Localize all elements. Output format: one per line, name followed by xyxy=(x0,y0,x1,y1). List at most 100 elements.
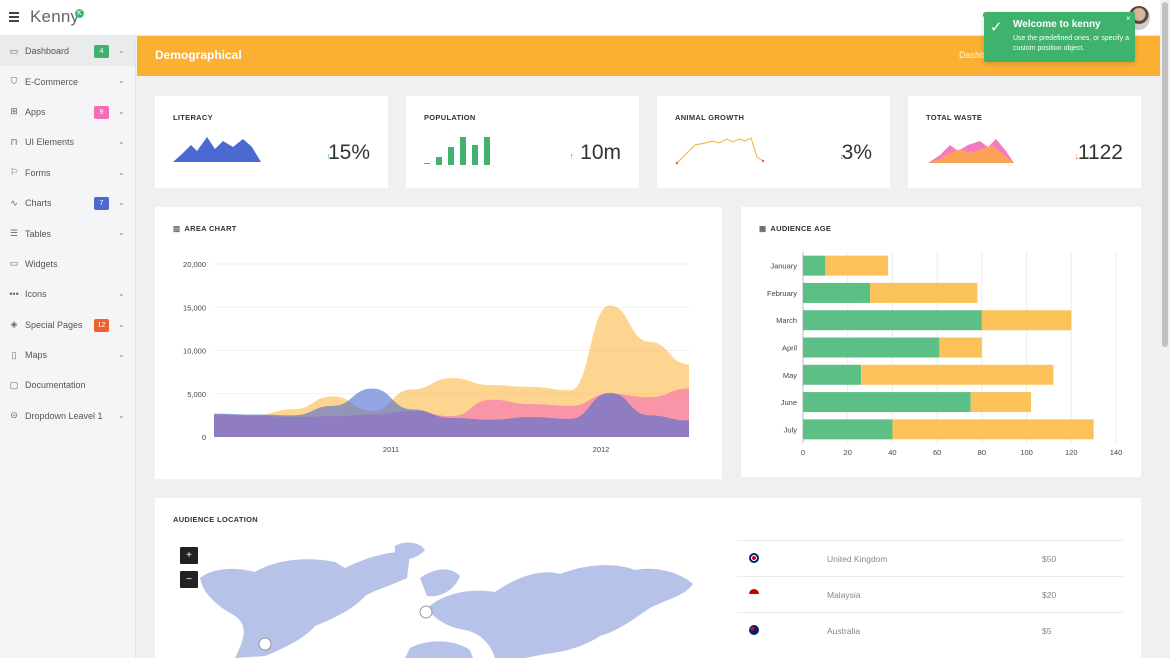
location-amount: $20 xyxy=(1042,590,1057,600)
area-chart: 0 5,000 10,000 15,000 20,000 2011 2012 xyxy=(183,260,689,454)
stat-card-population: POPULATION ↑ 10m xyxy=(406,96,639,188)
sidebar-item-maps[interactable]: ▯ Maps ⌄ xyxy=(0,340,135,370)
page-title: Demographical xyxy=(155,48,242,62)
chevron-down-icon: ⌄ xyxy=(118,46,125,55)
bar-chart-icon: ▦ xyxy=(759,224,767,233)
stat-value: 1122 xyxy=(1077,141,1123,164)
category-label: March xyxy=(776,316,797,325)
bar-january-series-0 xyxy=(803,255,826,276)
bar-april-series-1 xyxy=(939,337,982,358)
count-badge: 7 xyxy=(94,196,109,210)
sidebar-item-label: Tables xyxy=(25,228,52,239)
sidebar-item-icons[interactable]: ••• Icons ⌄ xyxy=(0,279,135,309)
chart-line-icon: ∿ xyxy=(10,197,18,208)
sidebar-item-label: E-Commerce xyxy=(25,76,79,87)
x-tick-label: 100 xyxy=(1020,448,1033,457)
category-label: July xyxy=(784,425,798,434)
population-sparkline xyxy=(424,137,490,165)
brand-logo[interactable]: Kenny xyxy=(30,7,80,26)
x-tick-label: 20 xyxy=(844,448,852,457)
sidebar-item-label: Icons xyxy=(25,289,47,300)
sidebar-item-tables[interactable]: ☰ Tables ⌄ xyxy=(0,218,135,248)
breadcrumb-start[interactable]: Dashb xyxy=(959,50,986,60)
list-icon: ☰ xyxy=(9,228,19,239)
category-label: January xyxy=(770,262,797,271)
close-icon[interactable]: × xyxy=(1126,14,1131,23)
chevron-down-icon: ⌄ xyxy=(118,319,125,329)
audience-age-title: ▦ AUDIENCE AGE xyxy=(759,224,832,233)
y-tick-label: 20,000 xyxy=(183,260,206,269)
location-country: Malaysia xyxy=(827,590,861,600)
sidebar-item-special-pages[interactable]: ◈ Special Pages 12 ⌄ xyxy=(0,310,135,340)
chevron-down-icon: ⌄ xyxy=(118,106,125,116)
y-tick-label: 0 xyxy=(202,433,206,442)
category-label: June xyxy=(781,398,797,407)
total-waste-sparkline xyxy=(928,139,1014,163)
bar-february-series-0 xyxy=(803,282,871,303)
sidebar-item-apps[interactable]: ⊞ Apps 9 ⌄ xyxy=(0,97,135,127)
bar-march-series-0 xyxy=(803,310,982,331)
book-icon: ▥ xyxy=(173,224,181,233)
map-zoom-in-button[interactable]: + xyxy=(180,547,198,564)
stat-label: ANIMAL GROWTH xyxy=(675,113,745,122)
sidebar-item-label: Apps xyxy=(25,106,46,117)
sidebar-item-dashboard[interactable]: ▭ Dashboard 4 ⌄ xyxy=(0,36,135,67)
page-scrollbar[interactable] xyxy=(1160,0,1170,658)
bar-april-series-0 xyxy=(803,337,940,358)
chevron-down-icon: ⌄ xyxy=(118,137,125,147)
chevron-down-icon: ⌄ xyxy=(118,76,125,86)
location-row[interactable]: Australia $5 xyxy=(737,612,1123,648)
y-tick-label: 10,000 xyxy=(183,347,206,356)
audience-location-title: AUDIENCE LOCATION xyxy=(173,515,258,524)
world-map[interactable] xyxy=(195,538,695,658)
sidebar-item-widgets[interactable]: ▭ Widgets xyxy=(0,249,135,279)
chevron-down-icon: ⌄ xyxy=(118,167,125,177)
sidebar-item-label: UI Elements xyxy=(25,137,75,148)
literacy-sparkline xyxy=(173,137,261,162)
bar-march-series-1 xyxy=(981,310,1072,331)
location-row[interactable]: Malaysia $20 xyxy=(737,576,1123,612)
location-row[interactable]: United Kingdom $50 xyxy=(737,540,1123,576)
toast-title: Welcome to kenny xyxy=(1013,19,1101,30)
sidebar-item-label: Forms xyxy=(25,167,51,178)
x-tick-label: 2012 xyxy=(593,445,610,454)
chevron-down-icon: ⌄ xyxy=(118,289,125,299)
map-zoom-out-button[interactable]: − xyxy=(180,571,198,588)
stat-card-total-waste: TOTAL WASTE ↓ 1122 xyxy=(908,96,1141,188)
area-chart-panel: ▥ AREA CHART 0 5,000 10,000 15,000 20,000 2011… xyxy=(155,207,722,479)
sidebar-item-label: Widgets xyxy=(25,258,58,269)
stat-card-animal-growth: ANIMAL GROWTH ↓ 3% xyxy=(657,96,890,188)
area-chart-title: ▥ AREA CHART xyxy=(173,224,237,233)
top-bar: Kenny K xyxy=(0,0,1160,36)
animal-growth-sparkline xyxy=(675,137,765,165)
category-label: April xyxy=(782,344,797,353)
audience-age-chart: 0 20 40 60 80 100 120 140 January February March Ap… xyxy=(767,252,1122,457)
stat-value: 3% xyxy=(841,141,872,164)
sidebar-item-charts[interactable]: ∿ Charts 7 ⌄ xyxy=(0,188,135,218)
sidebar-item-documentation[interactable]: ▢ Documentation xyxy=(0,370,135,400)
sidebar-item-forms[interactable]: ⚐ Forms ⌄ xyxy=(0,158,135,188)
trend-down-icon: ↓ xyxy=(1074,151,1080,161)
brand-mark-icon: K xyxy=(75,9,84,18)
dashboard-icon: ▭ xyxy=(9,45,19,56)
sidebar-item-label: Special Pages xyxy=(25,319,83,330)
scrollbar-thumb[interactable] xyxy=(1162,2,1168,347)
sidebar-item-e-commerce[interactable]: ⛉ E-Commerce ⌄ xyxy=(0,66,135,96)
stat-label: POPULATION xyxy=(424,113,476,122)
toast-body: Use the predefined ones, or specify a cu… xyxy=(1013,35,1129,52)
sidebar-item-ui-elements[interactable]: ⊓ UI Elements ⌄ xyxy=(0,127,135,157)
bar-may-series-1 xyxy=(861,364,1054,385)
hamburger-menu-icon[interactable] xyxy=(9,12,19,22)
bar-june-series-1 xyxy=(970,392,1032,413)
area-series-0 xyxy=(214,305,689,437)
audience-age-panel: ▦ AUDIENCE AGE 0 20 40 60 80 100 120 140 January F… xyxy=(741,207,1141,477)
sidebar-item-label: Dropdown Leavel 1 xyxy=(25,410,103,421)
sidebar-item-dropdown-leavel-1[interactable]: ⊝ Dropdown Leavel 1 ⌄ xyxy=(0,401,135,431)
australia-flag-icon xyxy=(749,625,759,635)
y-tick-label: 5,000 xyxy=(187,390,206,399)
map-icon: ▯ xyxy=(11,349,17,360)
sidebar: ▭ Dashboard 4 ⌄ ⛉ E-Commerce ⌄ ⊞ Apps 9 ⌄ ⊓ UI Eleme… xyxy=(0,36,136,658)
count-badge: 9 xyxy=(94,105,109,119)
welcome-toast[interactable]: ✓ Welcome to kenny Use the predefined on… xyxy=(984,12,1135,62)
